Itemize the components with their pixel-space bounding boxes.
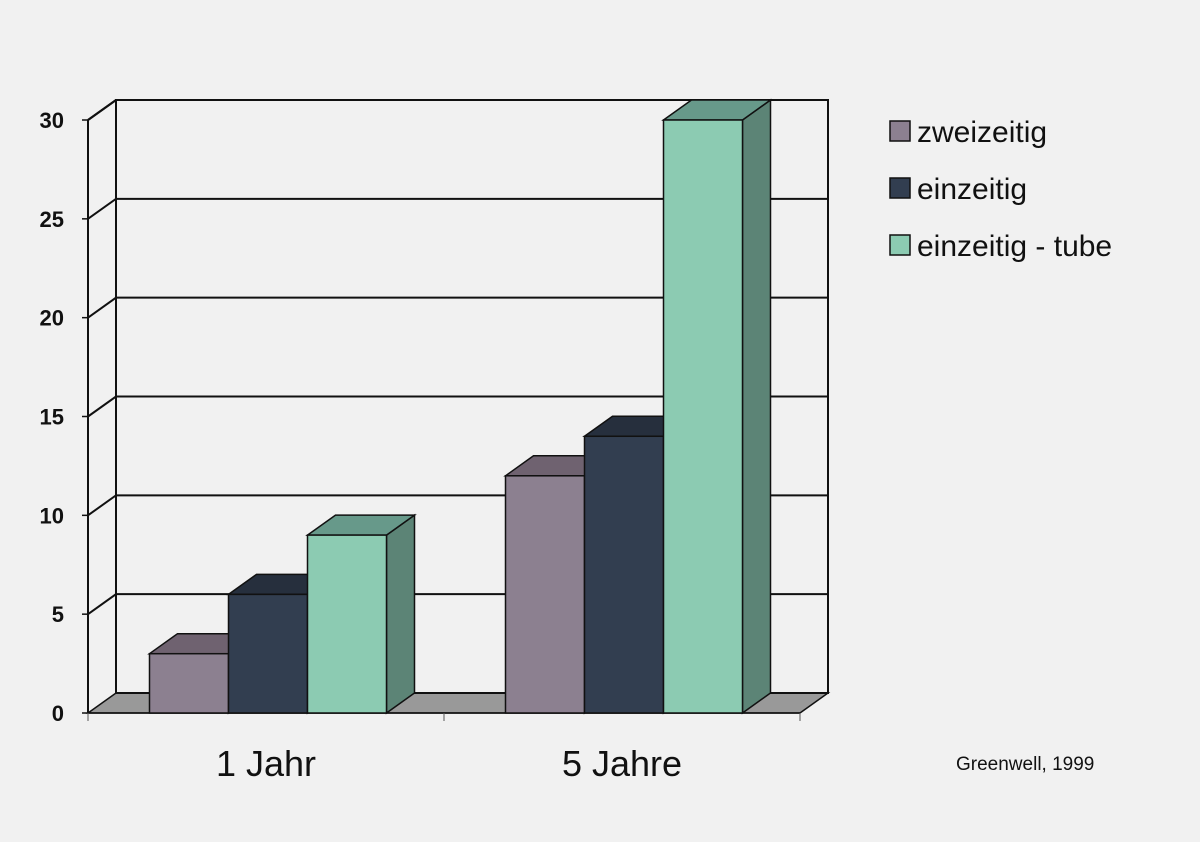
gridline — [87, 197, 828, 220]
y-axis-top-edge — [87, 99, 117, 121]
legend-swatch — [889, 234, 911, 256]
bar-front-face — [227, 593, 309, 714]
bar-front-face — [504, 475, 586, 714]
y-tick-label: 15 — [40, 405, 64, 430]
legend-swatch — [889, 120, 911, 142]
legend-swatch — [889, 177, 911, 199]
y-tick-label: 30 — [40, 108, 64, 133]
bar-einzeitig-tube-5-jahre — [661, 98, 773, 715]
bar-einzeitig-tube-1-jahr — [305, 513, 417, 715]
bar-front-face — [583, 435, 665, 714]
y-tick-label: 5 — [52, 602, 64, 627]
legend-label: einzeitig — [917, 173, 1027, 206]
source-citation: Greenwell, 1999 — [956, 754, 1094, 775]
bar-front-face — [306, 534, 388, 714]
y-tick-label: 10 — [40, 503, 64, 528]
bars — [147, 98, 773, 715]
y-tick-label: 25 — [40, 207, 64, 232]
bar-side-face — [385, 513, 416, 715]
x-tick-label: 5 Jahre — [562, 743, 682, 784]
gridline — [87, 395, 828, 418]
legend-item: zweizeitig — [889, 116, 1047, 149]
y-tick-labels: 0 5 10 15 20 25 30 — [40, 108, 64, 726]
legend-item: einzeitig - tube — [889, 230, 1112, 263]
legend-label: einzeitig - tube — [917, 230, 1112, 263]
bar-front-face — [148, 652, 230, 714]
gridline — [87, 296, 828, 319]
y-tick-label: 20 — [40, 306, 64, 331]
legend: zweizeitig einzeitig einzeitig - tube — [889, 116, 1112, 263]
legend-label: zweizeitig — [917, 116, 1047, 149]
legend-item: einzeitig — [889, 173, 1027, 206]
x-tick-labels: 1 Jahr 5 Jahre — [216, 743, 682, 784]
y-tick-label: 0 — [52, 701, 64, 726]
bar-side-face — [741, 98, 772, 715]
bar-front-face — [662, 119, 744, 714]
x-tick-label: 1 Jahr — [216, 743, 316, 784]
